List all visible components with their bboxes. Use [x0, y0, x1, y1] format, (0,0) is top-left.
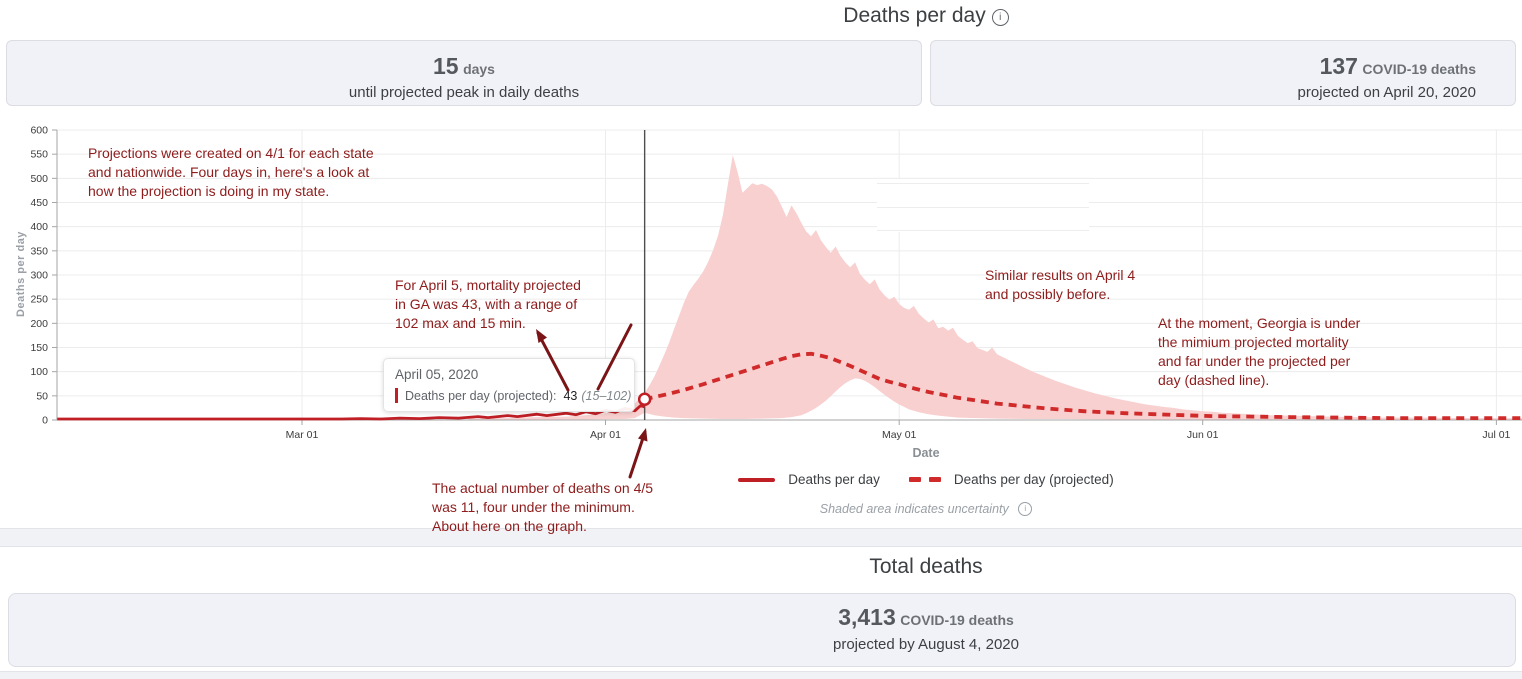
x-tick-label: Mar 01: [286, 429, 319, 441]
annotation-actual-deaths: The actual number of deaths on 4/5 was 1…: [432, 480, 654, 534]
total-deaths-title: Total deaths: [869, 555, 983, 578]
page-title: Deaths per day i: [330, 4, 1522, 28]
section-divider-strip: [0, 528, 1522, 547]
y-tick-label: 400: [30, 221, 48, 233]
total-deaths-value: 3,413: [838, 604, 896, 630]
chart-tooltip: April 05, 2020 Deaths per day (projected…: [383, 358, 635, 412]
bottom-strip: [0, 671, 1522, 679]
total-deaths-unit: COVID-19 deaths: [900, 612, 1014, 628]
tooltip-series-label: Deaths per day (projected):: [405, 388, 557, 403]
page-title-text: Deaths per day: [843, 4, 986, 27]
x-tick-label: Apr 01: [590, 429, 621, 441]
legend-label-projected[interactable]: Deaths per day (projected): [953, 472, 1114, 487]
y-tick-label: 500: [30, 173, 48, 185]
y-tick-label: 600: [30, 125, 48, 137]
y-tick-label: 550: [30, 149, 48, 161]
y-tick-label: 150: [30, 342, 48, 354]
whiteout-patch: [877, 179, 1089, 232]
uncertainty-note: Shaded area indicates uncertainty i: [330, 502, 1522, 516]
y-tick-label: 50: [36, 390, 48, 402]
y-tick-label: 300: [30, 270, 48, 282]
y-tick-label: 450: [30, 197, 48, 209]
projected-deaths-line[interactable]: [644, 351, 1522, 421]
uncertainty-note-text: Shaded area indicates uncertainty: [819, 502, 1009, 516]
legend-dashed-line-swatch[interactable]: [908, 477, 941, 482]
projected-deaths-value: 137: [1319, 53, 1358, 79]
projected-deaths-line: 137 COVID-19 deaths: [931, 53, 1476, 80]
projected-deaths-caption: projected on April 20, 2020: [1297, 84, 1476, 101]
total-deaths-caption: projected by August 4, 2020: [833, 636, 1019, 653]
peak-stat-line: 15 days: [7, 53, 921, 80]
projected-deaths-stat-card: 137 COVID-19 deaths projected on April 2…: [930, 40, 1516, 106]
chart-legend: Deaths per day Deaths per day (projected…: [330, 472, 1522, 487]
annotation-projections-created: Projections were created on 4/1 for each…: [88, 145, 374, 199]
annotation-similar-results: Similar results on April 4 and possibly …: [985, 267, 1136, 302]
projected-deaths-unit: COVID-19 deaths: [1362, 61, 1476, 77]
legend-label-actual[interactable]: Deaths per day: [788, 472, 880, 487]
tooltip-value: 43: [563, 388, 578, 403]
annotation-april5-projection: For April 5, mortality projected in GA w…: [395, 277, 581, 331]
y-tick-label: 350: [30, 245, 48, 257]
y-tick-label: 100: [30, 366, 48, 378]
y-tick-label: 250: [30, 294, 48, 306]
peak-days-value: 15: [433, 53, 459, 79]
total-deaths-card: [8, 593, 1516, 667]
peak-days-unit: days: [463, 61, 495, 77]
uncertainty-band: [468, 155, 1522, 420]
x-tick-label: May 01: [882, 429, 917, 441]
legend-solid-line-swatch[interactable]: [738, 477, 776, 482]
y-tick-label: 0: [42, 415, 48, 427]
hover-point-marker[interactable]: [637, 392, 652, 406]
tooltip-date: April 05, 2020: [395, 367, 479, 382]
x-tick-label: Jul 01: [1482, 429, 1510, 441]
tooltip-row: Deaths per day (projected): 43 (15–102): [395, 388, 631, 403]
tooltip-range: (15–102): [581, 388, 632, 403]
x-axis-label: Date: [912, 446, 940, 460]
peak-caption: until projected peak in daily deaths: [348, 84, 580, 101]
x-tick-label: Jun 01: [1187, 429, 1219, 441]
total-deaths-line: 3,413 COVID-19 deaths: [330, 604, 1522, 631]
info-icon[interactable]: i: [991, 9, 1009, 26]
tooltip-series-swatch: [395, 388, 398, 403]
y-tick-label: 200: [30, 318, 48, 330]
annotation-georgia-under: At the moment, Georgia is under the mimi…: [1158, 315, 1361, 388]
info-icon-small[interactable]: i: [1018, 502, 1033, 516]
peak-stat-card: 15 days until projected peak in daily de…: [6, 40, 922, 106]
total-deaths-text: 3,413 COVID-19 deaths projected by Augus…: [330, 604, 1522, 653]
